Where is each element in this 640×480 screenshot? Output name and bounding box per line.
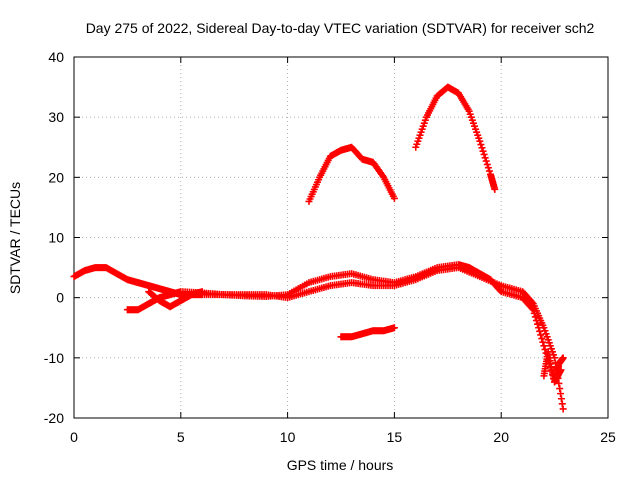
data-point [476, 137, 484, 145]
data-point [531, 313, 539, 321]
data-point [556, 385, 564, 393]
data-point [557, 390, 565, 398]
data-series [70, 83, 567, 413]
data-point [529, 306, 537, 314]
series-track-7 [540, 348, 567, 386]
series-track-6 [412, 83, 499, 193]
data-point [481, 154, 489, 162]
y-tick-label: 0 [56, 290, 64, 306]
x-tick-label: 15 [387, 429, 403, 445]
series-track-2 [123, 261, 565, 386]
data-point [485, 167, 493, 175]
y-tick-label: 20 [48, 169, 64, 185]
data-point [390, 324, 398, 332]
data-point [483, 160, 491, 168]
data-point [484, 164, 492, 172]
y-tick-label: 30 [48, 109, 64, 125]
x-tick-label: 5 [177, 429, 185, 445]
data-point [480, 150, 488, 158]
x-axis-title: GPS time / hours [287, 457, 394, 473]
y-tick-label: -20 [44, 410, 64, 426]
data-point [198, 288, 206, 296]
data-point [539, 338, 547, 346]
data-point [538, 335, 546, 343]
x-tick-label: 20 [493, 429, 509, 445]
data-point [477, 141, 485, 149]
data-point [558, 400, 566, 408]
data-point [482, 157, 490, 165]
x-tick-label: 10 [280, 429, 296, 445]
series-track-4 [305, 143, 398, 205]
data-point [530, 309, 538, 317]
data-point [540, 342, 548, 350]
x-tick-label: 0 [70, 429, 78, 445]
x-tick-label: 25 [600, 429, 616, 445]
data-point [559, 405, 567, 413]
y-axis-title: SDTVAR / TECUs [7, 182, 23, 294]
y-tick-label: 40 [48, 49, 64, 65]
axis-ticks: 0 5 10 15 20 25 -20 -10 0 10 20 30 40 [44, 49, 616, 445]
data-point [555, 379, 563, 387]
data-point [479, 147, 487, 155]
data-point [532, 317, 540, 325]
grid [74, 57, 608, 418]
data-point [559, 354, 567, 362]
data-point [534, 320, 542, 328]
data-point [535, 324, 543, 332]
series-track-3 [145, 288, 206, 311]
y-tick-label: 10 [48, 230, 64, 246]
data-point [536, 327, 544, 335]
data-point [537, 331, 545, 339]
y-tick-label: -10 [44, 350, 64, 366]
chart-title: Day 275 of 2022, Sidereal Day-to-day VTE… [86, 20, 595, 36]
data-point [557, 395, 565, 403]
series-track-1 [70, 264, 567, 413]
data-point [379, 172, 387, 180]
data-point [390, 194, 398, 202]
data-point [478, 144, 486, 152]
series-track-5 [337, 324, 398, 341]
data-point [528, 304, 536, 312]
data-point [491, 185, 499, 193]
